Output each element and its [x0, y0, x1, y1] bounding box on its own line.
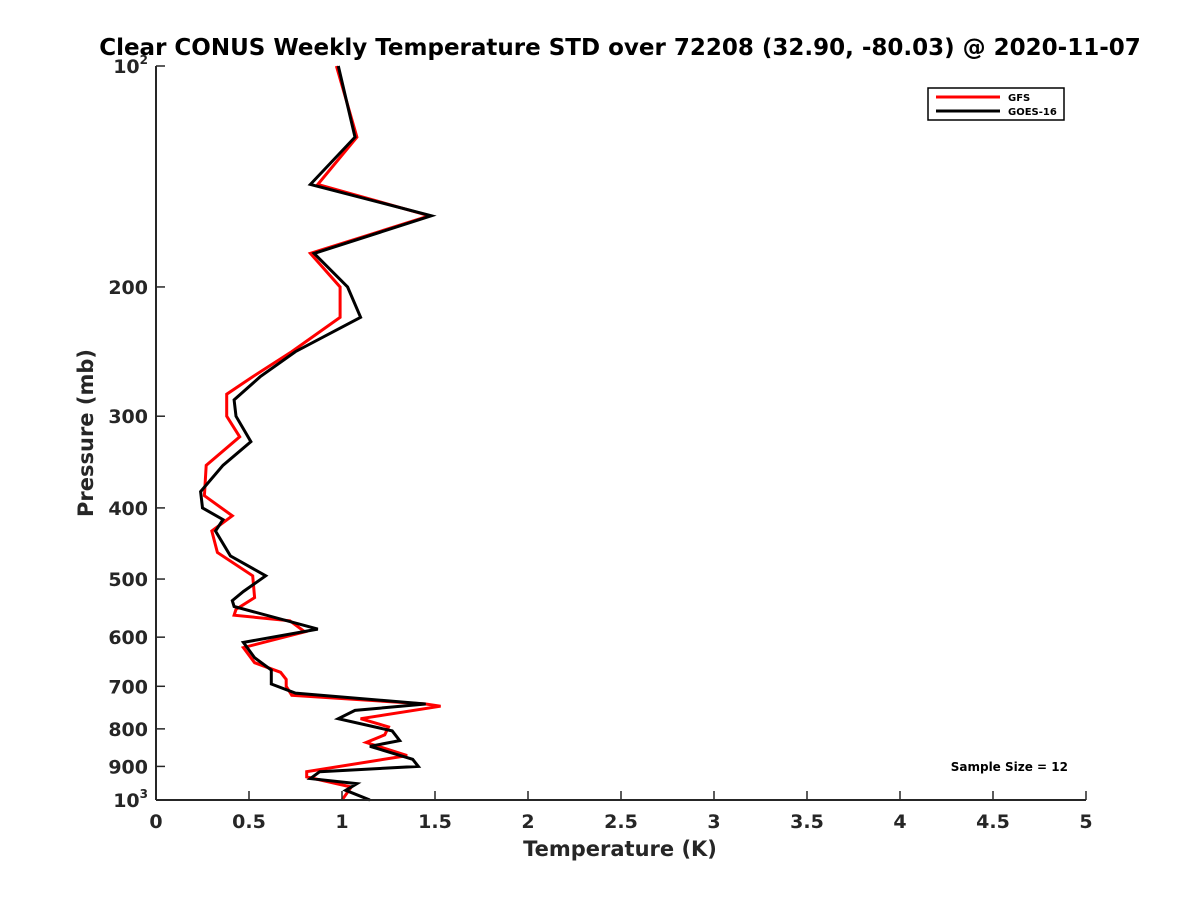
legend: GFS GOES-16	[927, 87, 1065, 121]
y-axis-label: Pressure (mb)	[74, 349, 98, 517]
x-tick-label: 3	[707, 811, 720, 833]
y-tick-label: 200	[108, 277, 148, 299]
y-tick-label: 800	[108, 719, 148, 741]
y-tick-label: 102	[113, 53, 148, 78]
series-line-goes-16	[199, 65, 437, 802]
y-tick-label: 103	[113, 787, 148, 812]
y-tick-label: 300	[108, 406, 148, 428]
y-tick-label: 600	[108, 627, 148, 649]
sample-size-annotation: Sample Size = 12	[951, 760, 1068, 774]
x-tick-label: 5	[1079, 811, 1092, 833]
x-tick-label: 1.5	[418, 811, 452, 833]
x-tick-label: 3.5	[790, 811, 824, 833]
y-tick-label: 900	[108, 756, 148, 778]
axes-layer: 0 0.5 1 1.5 2 2.5 3 3.5 4 4.5 5 102 200 300 400 500 600 7…	[108, 53, 1092, 833]
x-tick-label: 0	[149, 811, 162, 833]
series-line-gfs	[202, 65, 441, 801]
x-axis-label: Temperature (K)	[523, 837, 717, 861]
chart-title: Clear CONUS Weekly Temperature STD over …	[99, 35, 1141, 61]
x-tick-label: 2.5	[604, 811, 638, 833]
legend-entry-label: GOES-16	[1008, 107, 1057, 118]
x-tick-label: 2	[521, 811, 534, 833]
legend-entry-label: GFS	[1008, 93, 1030, 104]
y-tick-label: 500	[108, 569, 148, 591]
series-layer	[199, 65, 441, 802]
x-tick-label: 4.5	[976, 811, 1010, 833]
x-tick-label: 4	[893, 811, 906, 833]
x-tick-label: 1	[335, 811, 348, 833]
y-tick-label: 400	[108, 498, 148, 520]
legend-box	[927, 87, 1065, 121]
x-tick-label: 0.5	[232, 811, 266, 833]
y-tick-label: 700	[108, 676, 148, 698]
